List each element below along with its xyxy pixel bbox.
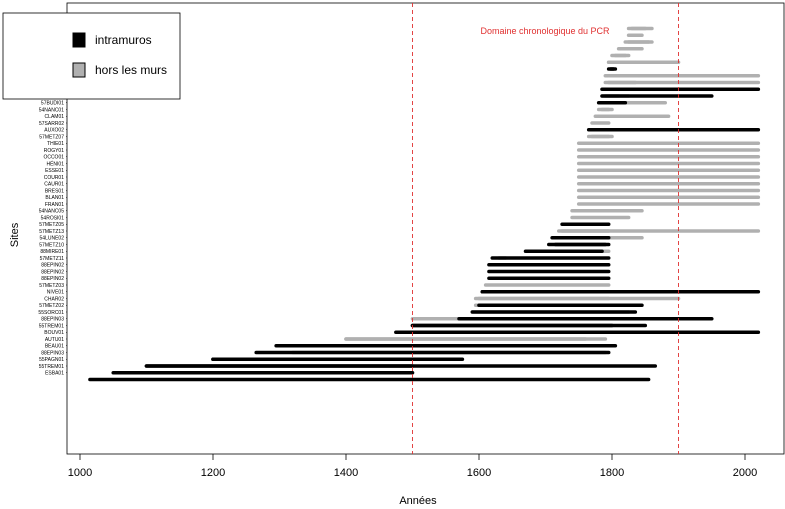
site-label: 57METZ05 <box>39 222 64 228</box>
vertical-lines <box>412 3 679 454</box>
site-label: 55TREM01 <box>39 364 65 370</box>
site-label: CLAM01 <box>45 114 65 120</box>
site-label: 57METZ02 <box>39 303 64 309</box>
legend-swatch-intramuros <box>72 32 86 48</box>
y-tick-labels: 88ESCL0154NANC0157METZ1154NANC0457METZ06… <box>38 26 67 377</box>
site-label: 54NANC05 <box>39 209 65 215</box>
site-label: 88EPIN02 <box>41 276 64 282</box>
site-label: BLAN01 <box>45 195 64 201</box>
site-label: 57METZ07 <box>39 134 64 140</box>
x-axis-title: Années <box>399 495 437 507</box>
site-label: HÉNI01 <box>46 160 64 167</box>
legend-label-hors-les-murs: hors les murs <box>95 63 167 77</box>
site-label: 54ROSI01 <box>41 215 65 221</box>
site-label: ESBA01 <box>45 371 64 377</box>
site-label: 55TREM01 <box>39 323 65 329</box>
site-label: ROGY01 <box>44 148 65 154</box>
site-label: 88EPIN02 <box>41 269 64 275</box>
site-label: 57SARR02 <box>39 121 64 127</box>
annotation: Domaine chronologique du PCR <box>480 26 610 36</box>
site-label: 57BUDI01 <box>41 101 64 107</box>
y-axis-title: Sites <box>9 222 21 247</box>
site-label: BEAU01 <box>45 344 64 350</box>
site-label: AUTU01 <box>45 337 64 343</box>
site-label: 57METZ11 <box>40 256 65 262</box>
legend: intramuros hors les murs <box>2 12 181 100</box>
bars-layer <box>88 26 761 382</box>
site-label: AUXO02 <box>44 128 64 134</box>
x-tick-label: 1200 <box>201 467 225 479</box>
plot-frame <box>66 2 785 455</box>
site-label: OCCO01 <box>43 155 64 161</box>
site-label: 88EPIN03 <box>41 317 64 323</box>
x-tick-label: 1800 <box>600 467 624 479</box>
site-label: FRAN01 <box>45 202 64 208</box>
site-label: CAUR01 <box>44 182 64 188</box>
site-label: 54NANC01 <box>39 107 65 113</box>
x-tick-label: 2000 <box>733 467 757 479</box>
x-tick-label: 1000 <box>68 467 92 479</box>
site-label: NIVE01 <box>47 290 64 296</box>
site-label: 57METZ10 <box>39 242 64 248</box>
site-label: BRES01 <box>45 188 64 194</box>
x-tick-label: 1600 <box>467 467 491 479</box>
site-label: ESSE01 <box>45 168 64 174</box>
site-label: THIE01 <box>47 141 64 147</box>
site-label: BOUV01 <box>44 330 64 336</box>
site-label: 88EPIN03 <box>41 350 64 356</box>
site-label: 57METZ03 <box>39 283 64 289</box>
site-label: 55PAGN01 <box>39 357 64 363</box>
legend-swatch-hors-les-murs <box>72 62 86 78</box>
site-label: 88MIRE01 <box>40 249 64 255</box>
site-label: 57METZ13 <box>39 229 64 235</box>
site-label: CHAR02 <box>44 296 64 302</box>
site-label: COUR01 <box>44 175 65 181</box>
legend-box <box>2 12 181 100</box>
site-label: 88EPIN02 <box>41 263 64 269</box>
x-axis: 1000 1200 1400 1600 1800 2000 <box>68 454 757 479</box>
plot-area: Domaine chronologique du PCR 88ESCL0154N… <box>38 2 785 479</box>
x-tick-label: 1400 <box>334 467 358 479</box>
legend-label-intramuros: intramuros <box>95 33 152 47</box>
site-label: 54LUNE02 <box>40 236 65 242</box>
site-label: 55SORC01 <box>38 310 64 316</box>
